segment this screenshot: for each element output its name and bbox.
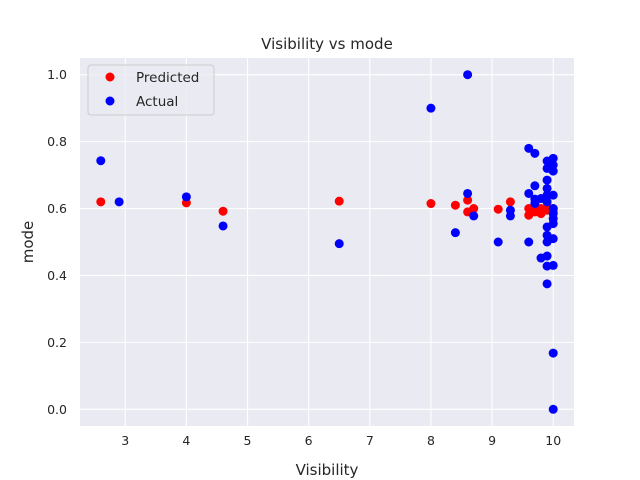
y-axis-label: mode: [19, 221, 37, 264]
point-actual: [548, 234, 558, 244]
x-tick-label: 3: [121, 433, 129, 448]
point-actual: [524, 143, 534, 153]
y-tick-label: 0.6: [47, 201, 67, 216]
point-actual: [530, 148, 540, 158]
point-predicted: [463, 195, 473, 205]
point-actual: [548, 166, 558, 176]
point-actual: [548, 153, 558, 163]
point-actual: [542, 251, 552, 261]
point-predicted: [96, 197, 106, 207]
x-tick-label: 4: [182, 433, 190, 448]
point-actual: [505, 211, 515, 221]
legend-box: [87, 64, 215, 116]
point-actual: [548, 404, 558, 414]
point-predicted: [450, 200, 460, 210]
legend-marker-actual: [105, 96, 115, 106]
point-actual: [218, 221, 228, 231]
chart-title: Visibility vs mode: [261, 35, 393, 53]
point-actual: [493, 237, 503, 247]
point-actual: [530, 199, 540, 209]
y-axis-ticks: 0.0 0.2 0.4 0.6 0.8 1.0: [47, 67, 67, 417]
point-actual: [426, 103, 436, 113]
point-predicted: [426, 199, 436, 209]
x-tick-label: 5: [244, 433, 252, 448]
point-predicted: [334, 196, 344, 206]
point-actual: [542, 183, 552, 193]
y-tick-label: 0.8: [47, 134, 67, 149]
y-tick-label: 0.2: [47, 335, 67, 350]
point-actual: [530, 181, 540, 191]
x-tick-label: 8: [427, 433, 435, 448]
point-actual: [450, 228, 460, 238]
point-actual: [469, 211, 479, 221]
point-actual: [548, 219, 558, 229]
x-tick-label: 10: [545, 433, 561, 448]
y-tick-label: 0.0: [47, 402, 67, 417]
x-tick-label: 7: [366, 433, 374, 448]
point-predicted: [218, 206, 228, 216]
legend: Predicted Actual: [87, 64, 215, 116]
point-actual: [463, 70, 473, 80]
point-actual: [548, 260, 558, 270]
y-tick-label: 1.0: [47, 67, 67, 82]
point-actual: [524, 188, 534, 198]
point-actual: [181, 192, 191, 202]
point-actual: [548, 348, 558, 358]
legend-label-actual: Actual: [136, 94, 178, 110]
x-tick-label: 9: [488, 433, 496, 448]
point-predicted: [505, 197, 515, 207]
point-actual: [548, 190, 558, 200]
point-actual: [463, 188, 473, 198]
point-actual: [96, 156, 106, 166]
point-predicted: [469, 204, 479, 214]
legend-marker-predicted: [105, 72, 115, 82]
point-actual: [334, 239, 344, 249]
y-tick-label: 0.4: [47, 268, 67, 283]
point-actual: [542, 279, 552, 289]
point-actual: [114, 197, 124, 207]
legend-label-predicted: Predicted: [136, 70, 199, 86]
data-points: [96, 70, 558, 414]
x-axis-ticks: 3 4 5 6 7 8 9 10: [121, 433, 561, 448]
point-actual: [524, 237, 534, 247]
x-tick-label: 6: [305, 433, 313, 448]
x-axis-label: Visibility: [296, 461, 359, 479]
point-actual: [542, 175, 552, 185]
point-predicted: [493, 204, 503, 214]
point-actual: [542, 197, 552, 207]
